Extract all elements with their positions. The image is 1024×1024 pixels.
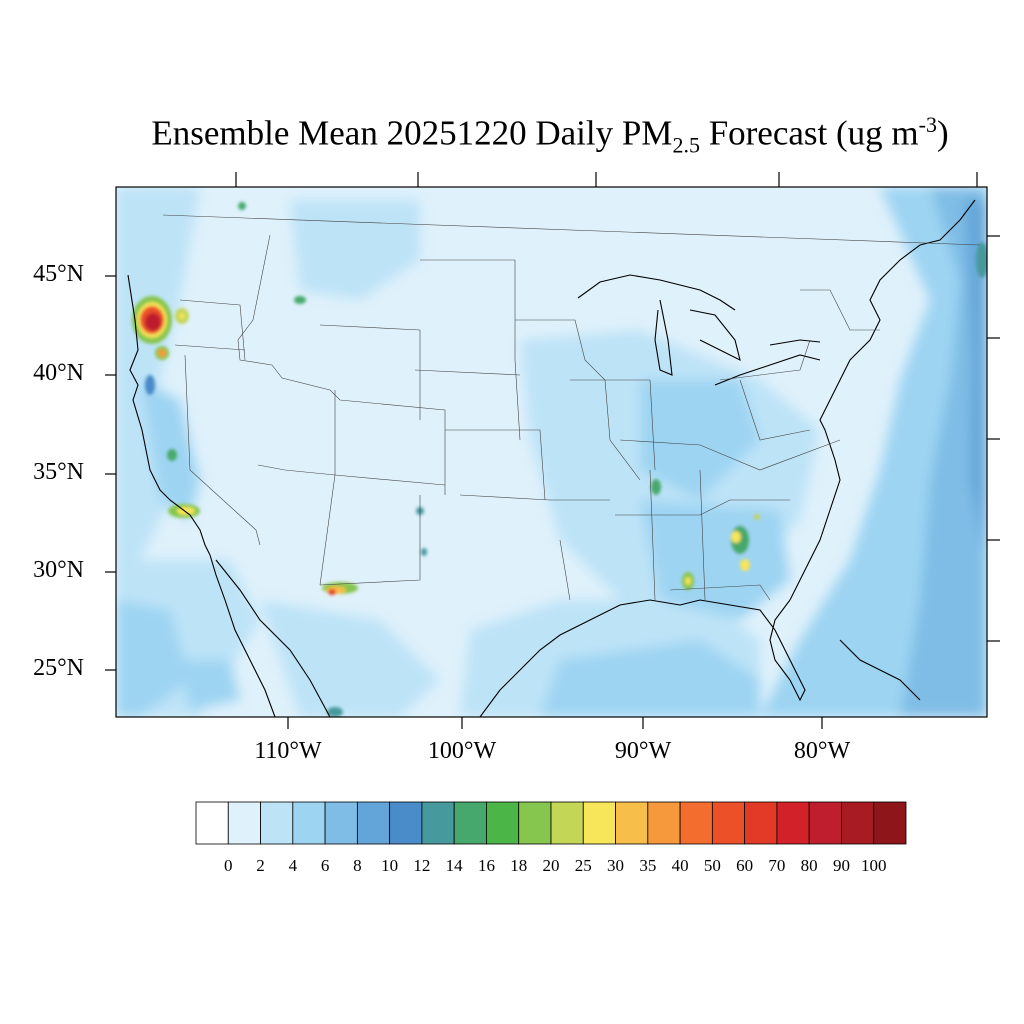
colorbar-swatch <box>776 801 810 845</box>
colorbar-swatch <box>808 801 842 845</box>
lat-label-45n: 45°N <box>33 261 84 287</box>
colorbar-swatch <box>647 801 681 845</box>
lat-label-30n: 30°N <box>33 557 84 583</box>
lon-label-100w: 100°W <box>427 738 497 764</box>
colorbar-swatch <box>679 801 713 845</box>
colorbar-tick-label: 2 <box>256 856 265 875</box>
colorbar-swatch <box>195 801 229 845</box>
colorbar-tick-label: 10 <box>381 856 399 875</box>
colorbar-tick-label: 30 <box>607 856 625 875</box>
colorbar-swatch <box>873 801 907 845</box>
title-prefix: Ensemble Mean 20251220 Daily PM <box>151 113 673 153</box>
colorbar-tick-label: 40 <box>671 856 689 875</box>
colorbar-swatch <box>582 801 616 845</box>
colorbar-swatch <box>324 801 358 845</box>
colorbar-tick-label: 90 <box>832 856 850 875</box>
lat-label-35n: 35°N <box>33 459 84 485</box>
colorbar-swatch <box>615 801 649 845</box>
colorbar-tick-label: 100 <box>860 856 887 875</box>
title-middle: Forecast (ug m <box>699 113 919 153</box>
colorbar-swatch <box>744 801 778 845</box>
colorbar-tick-label: 6 <box>320 856 330 875</box>
colorbar-tick-label: 35 <box>639 856 657 875</box>
colorbar-tick-label: 18 <box>510 856 528 875</box>
map-frame <box>115 186 988 718</box>
colorbar-swatch <box>389 801 423 845</box>
colorbar-swatch <box>550 801 584 845</box>
colorbar-tick-label: 80 <box>800 856 818 875</box>
pm25-field <box>116 187 987 717</box>
colorbar-swatch <box>421 801 455 845</box>
colorbar-tick-label: 20 <box>542 856 560 875</box>
colorbar-tick-label: 14 <box>445 856 463 875</box>
colorbar-swatch <box>453 801 487 845</box>
colorbar-tick-label: 70 <box>768 856 786 875</box>
colorbar-swatch <box>292 801 326 845</box>
title-suffix: ) <box>936 113 949 153</box>
coastlines <box>127 199 976 717</box>
colorbar-tick-label: 12 <box>413 856 431 875</box>
colorbar-tick-label: 4 <box>288 856 298 875</box>
colorbar-swatch <box>356 801 391 845</box>
colorbar-tick-label: 0 <box>224 856 233 875</box>
colorbar-tick-label: 16 <box>477 856 495 875</box>
lon-label-80w: 80°W <box>793 738 851 764</box>
lon-label-110w: 110°W <box>254 738 322 764</box>
lon-label-90w: 90°W <box>614 738 672 764</box>
colorbar-tick-label: 60 <box>736 856 754 875</box>
lat-label-40n: 40°N <box>33 360 84 386</box>
colorbar-swatch <box>518 801 552 845</box>
axis-ticks <box>105 172 1000 729</box>
colorbar-tick-label: 8 <box>353 856 362 875</box>
colorbar <box>195 801 907 845</box>
colorbar-tick-label: 25 <box>574 856 592 875</box>
title-superscript: -3 <box>918 112 937 137</box>
colorbar-swatch <box>260 801 294 845</box>
map-title: Ensemble Mean 20251220 Daily PM2.5 Forec… <box>0 112 1024 159</box>
colorbar-swatch <box>486 801 520 845</box>
colorbar-swatch <box>227 801 261 845</box>
lat-label-25n: 25°N <box>33 655 84 681</box>
colorbar-swatch <box>711 801 746 845</box>
colorbar-swatch <box>841 801 875 845</box>
pm25-hotspots <box>132 202 987 717</box>
state-borders <box>162 214 981 601</box>
colorbar-tick-label: 50 <box>703 856 721 875</box>
title-subscript: 2.5 <box>672 132 700 158</box>
